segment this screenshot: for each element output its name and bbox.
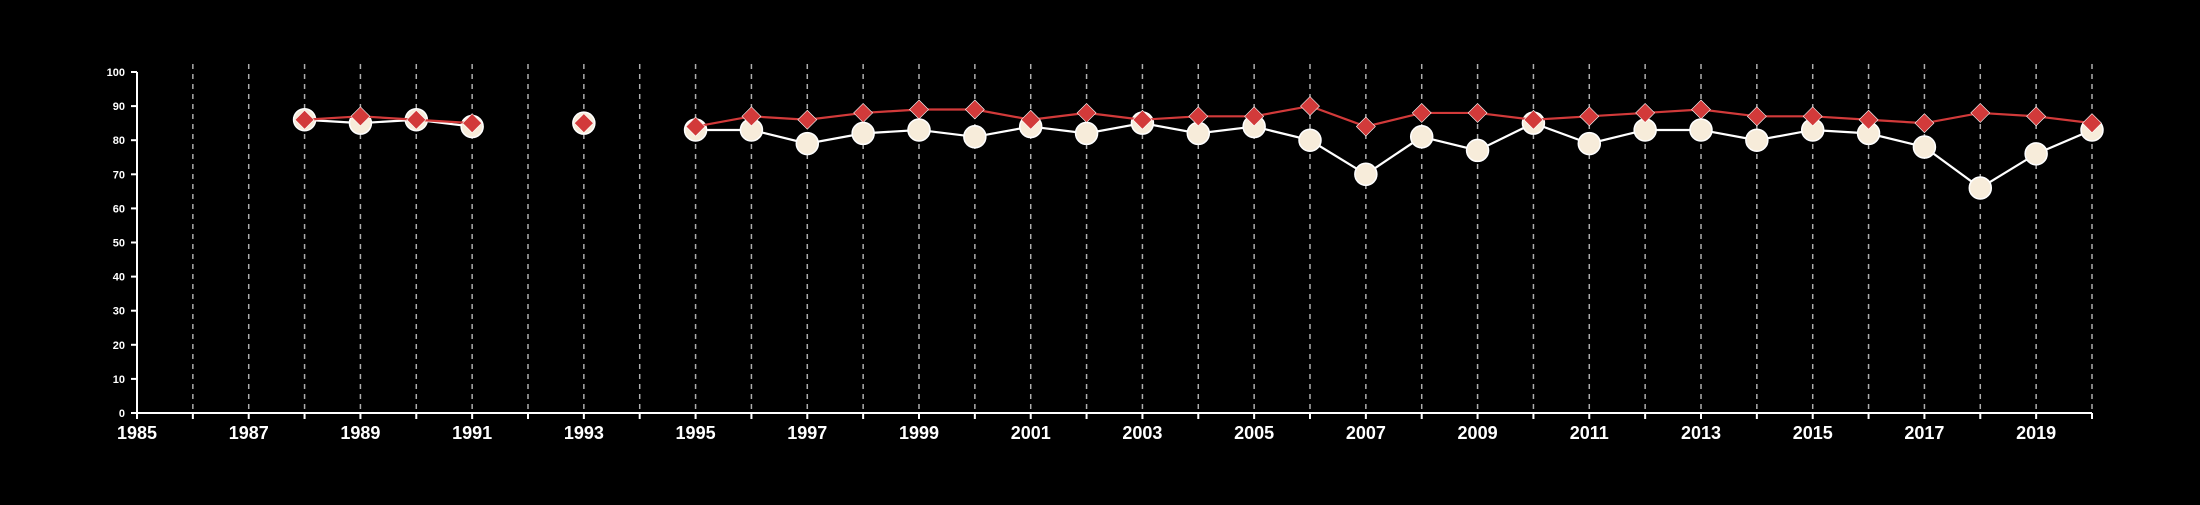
series-a-point [1968,176,1993,200]
x-tick-label: 2009 [1458,423,1498,443]
series-a-line [695,121,2093,190]
series-b-point [406,109,427,130]
series-b-point [1635,102,1656,123]
series-b-point [2026,106,2047,127]
series-b-point [741,106,762,127]
series-b-point [1411,102,1432,123]
series-b-point [797,109,818,130]
y-tick-label: 70 [113,169,125,181]
grid-layer [192,64,2093,413]
series-b-point [964,99,985,120]
series-a-point [795,131,820,156]
x-tick-label: 1987 [229,423,269,443]
series-a-point [1912,135,1937,159]
series-a-point [2024,142,2048,166]
series-b-point [1188,106,1209,127]
series-b-point [294,109,315,130]
x-tick-label: 2007 [1346,423,1386,443]
series-a-point [1689,118,1713,142]
series-b-line [695,104,2093,128]
series-b-point [1244,106,1265,127]
y-tick-label: 0 [119,408,125,420]
y-tick-label: 100 [107,67,125,79]
y-tick-label: 50 [113,238,125,250]
x-tick-label: 1989 [340,423,380,443]
series-b-point [1746,106,1767,127]
axis-layer: 0 10 20 30 40 50 60 70 80 90 100 1985 1987 1989 1991 19… [107,67,2093,443]
y-tick-label: 30 [113,306,125,318]
x-tick-label: 1991 [452,423,492,443]
series-b-point [1076,102,1097,123]
x-tick-label: 2003 [1122,423,1162,443]
series-a-point [1465,138,1490,163]
series-a-line [304,118,473,128]
y-tick-label: 10 [113,374,125,386]
series-b-point [573,113,594,134]
series-b-point [1691,99,1711,120]
x-tick-label: 1997 [787,423,827,443]
x-tick-label: 1999 [899,423,939,443]
y-tick-label: 40 [113,272,125,284]
series-b-point [853,102,874,123]
y-tick-label: 60 [113,203,125,215]
x-tick-label: 2019 [2016,423,2056,443]
x-tick-label: 1995 [676,423,716,443]
series-b-point [462,113,483,134]
series-a-point [1409,125,1434,149]
series-b-point [1020,109,1041,130]
series-b-point [1858,109,1879,130]
series-b-point [1467,102,1488,123]
series-b-point [909,99,929,120]
x-tick-label: 2017 [1904,423,1944,443]
series-b-point [350,106,371,127]
series-a-point [963,125,987,149]
series-a-point [1074,121,1099,146]
series-b-point [685,116,706,137]
series-a-point [1577,131,1602,156]
y-tick-label: 20 [113,340,125,352]
series-b-point [1355,116,1376,137]
y-tick-label: 80 [113,135,125,147]
series-b-point [1914,113,1935,134]
x-tick-label: 1985 [117,423,157,443]
series-a-point [1354,162,1378,187]
series-b-point [1300,96,1320,117]
x-tick-label: 1993 [564,423,604,443]
x-tick-label: 2015 [1793,423,1833,443]
series-a-point [851,121,875,146]
series-b-point [1970,102,1991,123]
x-tick-label: 2005 [1234,423,1274,443]
series-a-point [907,118,931,142]
series-b-line [304,115,473,125]
series-b-point [1132,109,1153,130]
x-tick-label: 2001 [1011,423,1051,443]
series-b-point [2082,113,2102,134]
series-a-point [1298,128,1322,152]
y-tick-label: 90 [113,101,125,113]
series-b-point [1579,106,1600,127]
series-b-point [1523,109,1544,130]
series-a-point [1745,128,1769,152]
x-tick-label: 2011 [1570,423,1609,443]
series-b-point [1802,106,1823,127]
x-tick-label: 2013 [1681,423,1721,443]
series-layer [292,96,2104,200]
